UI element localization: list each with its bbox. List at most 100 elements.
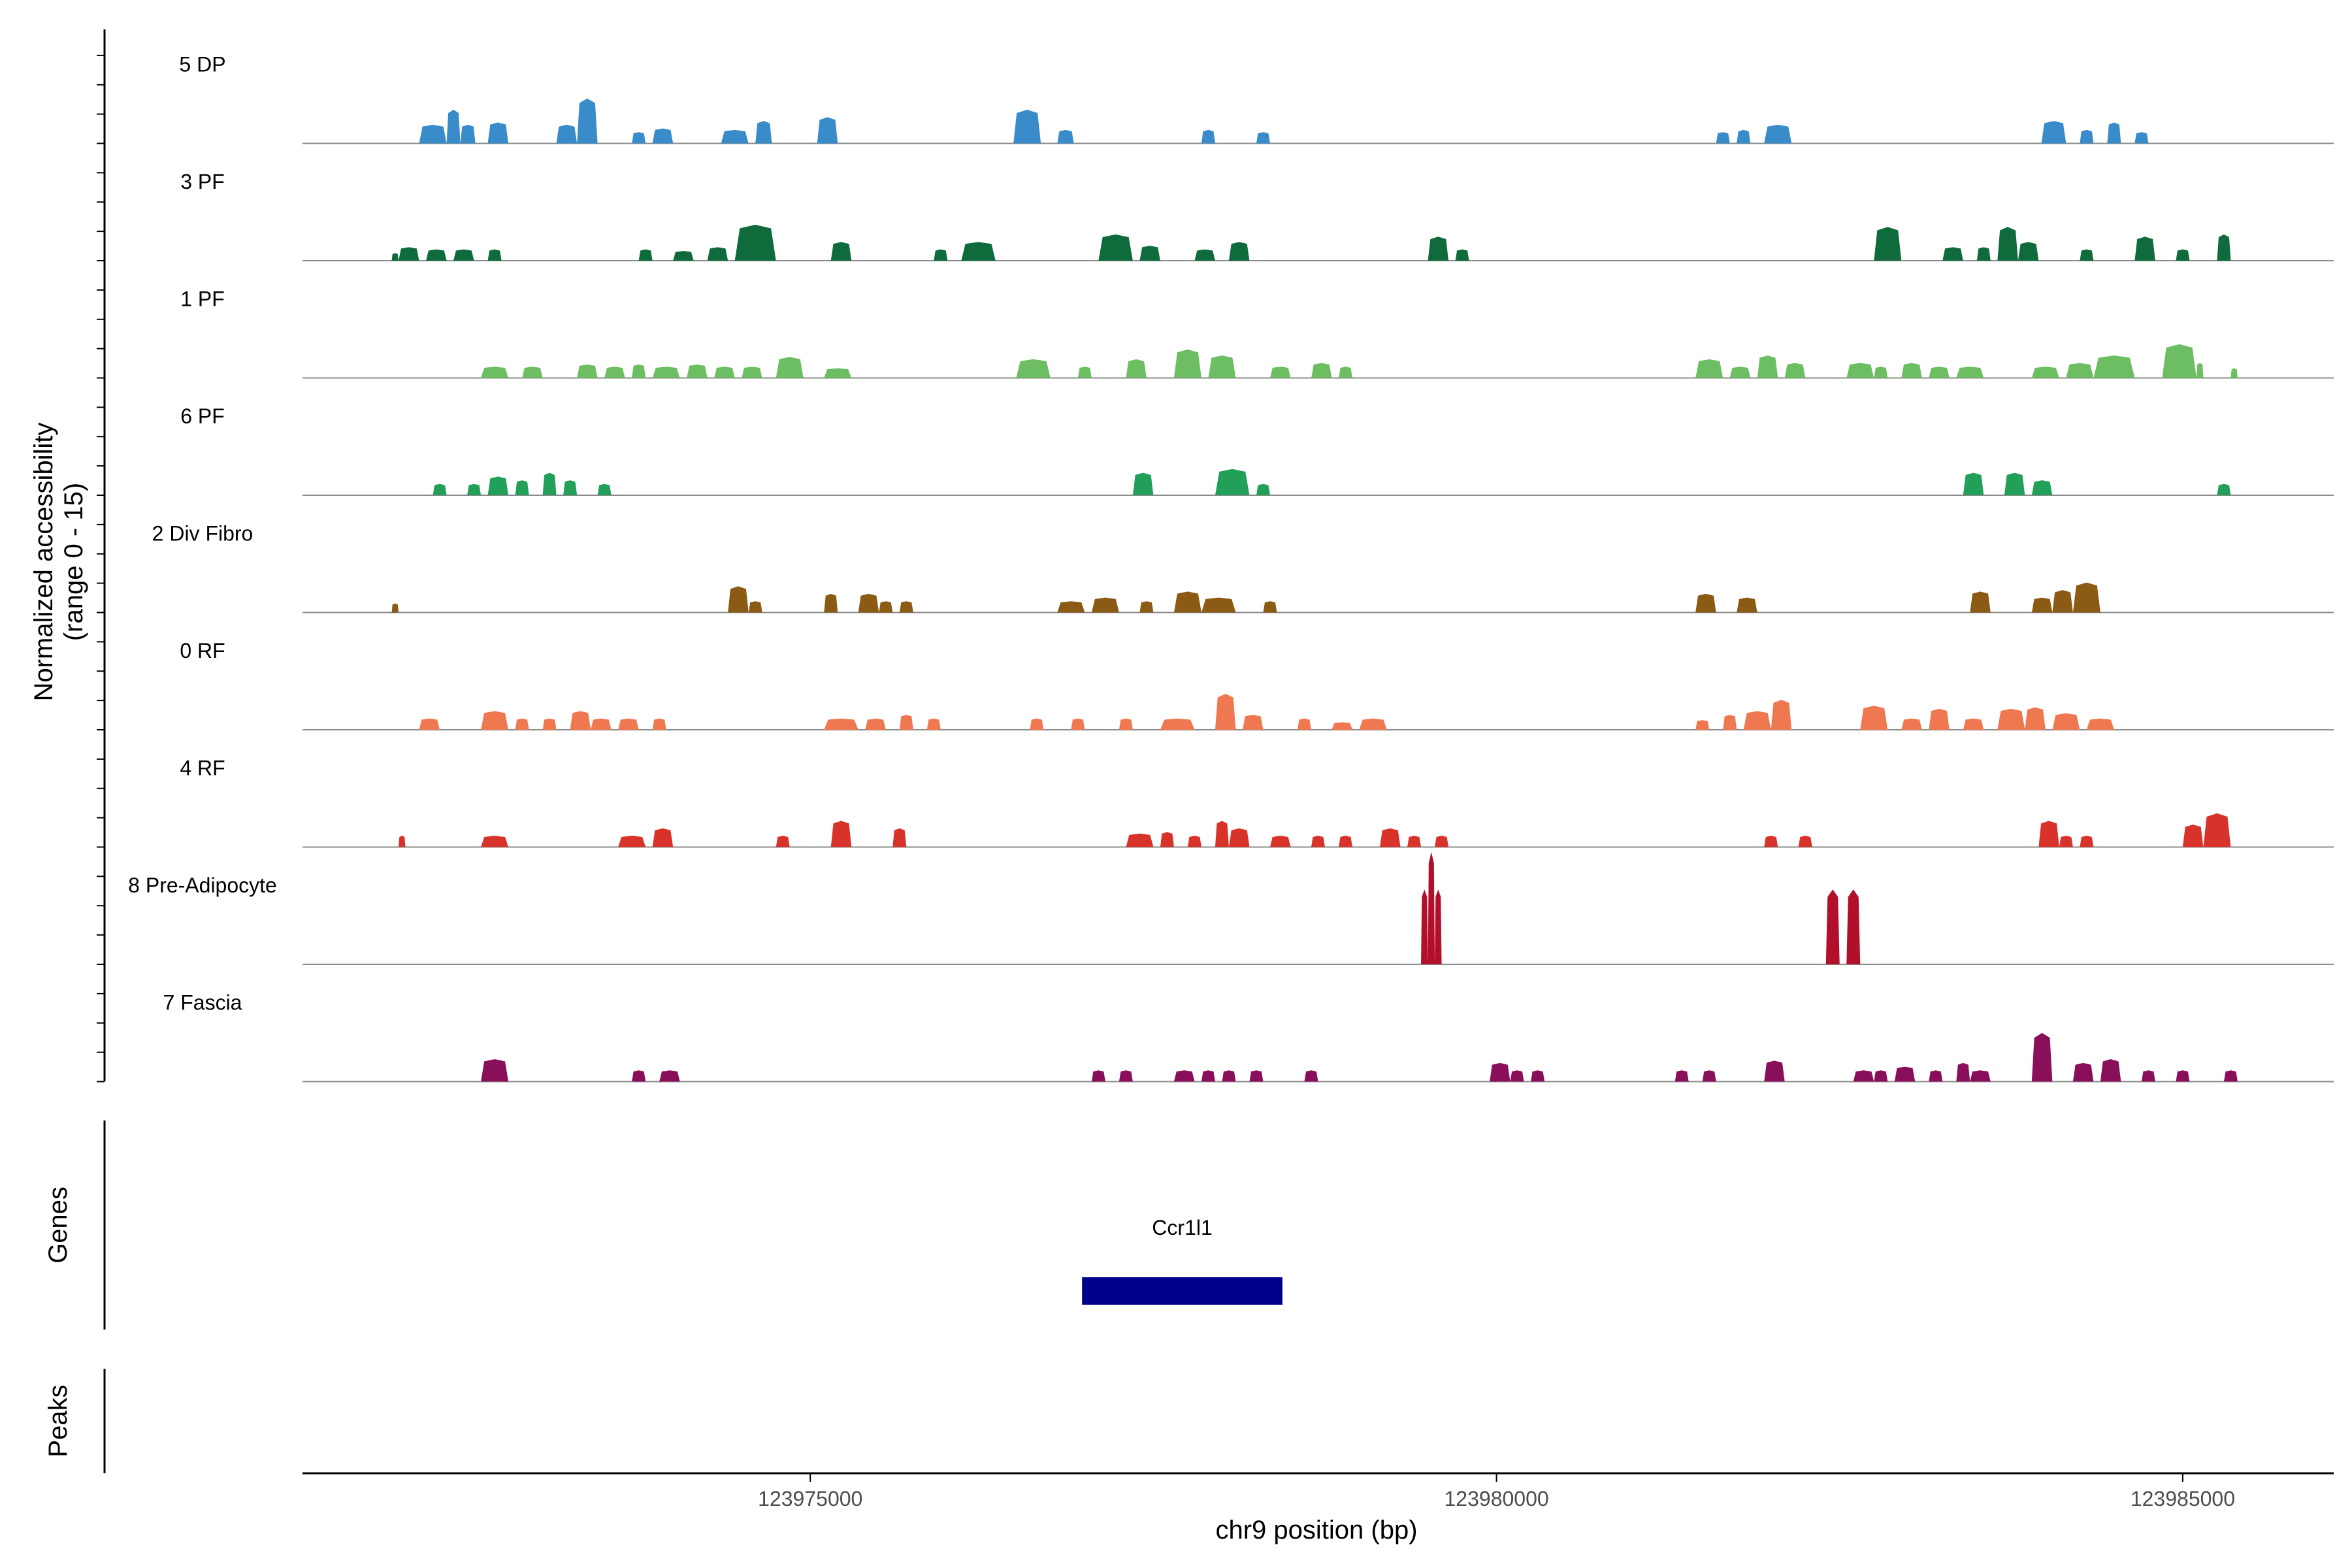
coverage-peak: [481, 1059, 509, 1082]
coverage-peak: [1030, 718, 1044, 730]
coverage-peak: [1743, 711, 1771, 730]
coverage-peak: [2223, 1070, 2238, 1082]
track-4: 2 Div Fibro: [152, 522, 2334, 613]
coverage-peak: [2052, 590, 2073, 613]
coverage-peak: [1976, 247, 1991, 261]
coverage-peak: [542, 472, 557, 495]
coverage-peak: [1057, 129, 1074, 144]
coverage-peak: [1139, 246, 1160, 261]
coverage-peak: [892, 828, 907, 847]
coverage-peak: [1970, 1070, 1991, 1082]
coverage-peak: [1846, 889, 1861, 964]
x-axis-title: chr9 position (bp): [1215, 1516, 1417, 1544]
coverage-peak: [1091, 1070, 1105, 1082]
coverage-peak: [2107, 122, 2121, 144]
coverage-peak: [1929, 708, 1950, 730]
coverage-peak: [632, 132, 646, 144]
coverage-peak: [577, 364, 598, 378]
coverage-peak: [1997, 708, 2025, 730]
coverage-peak: [1194, 249, 1215, 261]
coverage-peak: [1695, 720, 1710, 730]
coverage-peak: [1435, 889, 1442, 964]
coverage-peak: [1263, 601, 1277, 613]
y-axis-title: Normalized accessibility (range 0 - 15): [29, 423, 88, 702]
coverage-peak: [1249, 1070, 1264, 1082]
coverage-tracks: 5 DP 3 PF 1 PF 6 PF 2 Div Fibro 0 RF 4 RF 8 Pre…: [128, 53, 2334, 1083]
coverage-peak: [522, 367, 543, 378]
coverage-peak: [858, 593, 879, 613]
coverage-peak: [1077, 367, 1092, 378]
coverage-peak: [1901, 718, 1922, 730]
coverage-peak: [734, 224, 776, 261]
coverage-peak: [2196, 363, 2204, 378]
coverage-peak: [2141, 1070, 2155, 1082]
coverage-peak: [515, 718, 529, 730]
x-axis-ticks: 123975000 123980000 123985000: [758, 1473, 2235, 1511]
coverage-peak: [652, 828, 674, 847]
coverage-peak: [2080, 249, 2094, 261]
coverage-peak: [2031, 367, 2059, 378]
coverage-peak: [830, 242, 852, 261]
coverage-peak: [1963, 718, 1984, 730]
coverage-peak: [1173, 1070, 1195, 1082]
coverage-peak: [1963, 472, 1984, 495]
coverage-peak: [391, 603, 399, 613]
coverage-peak: [1132, 472, 1154, 495]
coverage-peak: [721, 129, 749, 144]
coverage-peak: [1297, 718, 1311, 730]
coverage-peak: [632, 1070, 646, 1082]
coverage-peak: [1764, 836, 1778, 847]
coverage-peak: [728, 586, 749, 613]
coverage-peak: [542, 718, 557, 730]
coverage-peak: [1126, 359, 1147, 378]
track-label: 6 PF: [180, 404, 225, 428]
coverage-peak: [391, 253, 399, 261]
coverage-peak: [1874, 1070, 1888, 1082]
coverage-peak: [2031, 480, 2053, 495]
coverage-peak: [2134, 237, 2155, 261]
coverage-peak: [577, 98, 598, 144]
track-6: 4 RF: [180, 757, 2334, 848]
coverage-peak: [1956, 1062, 1970, 1082]
coverage-peak: [1098, 234, 1133, 261]
coverage-peak: [1215, 693, 1236, 730]
coverage-peak: [1970, 591, 1991, 613]
coverage-peak: [1187, 836, 1201, 847]
track-5: 0 RF: [180, 639, 2334, 730]
coverage-peak: [1256, 483, 1270, 495]
coverage-peak: [515, 480, 529, 495]
coverage-peak: [1729, 367, 1751, 378]
coverage-peak: [1215, 468, 1250, 495]
coverage-peak: [618, 836, 646, 847]
coverage-peak: [961, 242, 996, 261]
coverage-peak: [1428, 852, 1435, 964]
coverage-peak: [1222, 1070, 1236, 1082]
coverage-peak: [926, 718, 941, 730]
coverage-peak: [2093, 355, 2135, 378]
coverage-peak: [1201, 597, 1236, 613]
track-label: 7 Fascia: [163, 991, 242, 1015]
x-tick-label: 123975000: [758, 1487, 862, 1511]
coverage-peak: [1723, 715, 1737, 730]
coverage-peak: [1997, 227, 2018, 261]
coverage-peak: [453, 249, 474, 261]
coverage-peak: [1339, 836, 1353, 847]
track-label: 2 Div Fibro: [152, 522, 253, 546]
y-axis-ticks: [97, 54, 105, 1083]
peaks-panel-label: Peaks: [44, 1384, 73, 1457]
coverage-peak: [1304, 1070, 1318, 1082]
coverage-peak: [481, 711, 509, 730]
coverage-peak: [2162, 344, 2197, 378]
coverage-peak: [2217, 234, 2231, 261]
coverage-peak: [1256, 132, 1270, 144]
coverage-peak: [563, 480, 578, 495]
coverage-peak: [487, 249, 502, 261]
coverage-peak: [1853, 1070, 1874, 1082]
coverage-peak: [1160, 832, 1174, 847]
coverage-peak: [2025, 707, 2046, 730]
track-1: 3 PF: [180, 170, 2334, 261]
coverage-peak: [1874, 367, 1888, 378]
coverage-peak: [467, 483, 482, 495]
coverage-peak: [1894, 1066, 1916, 1082]
